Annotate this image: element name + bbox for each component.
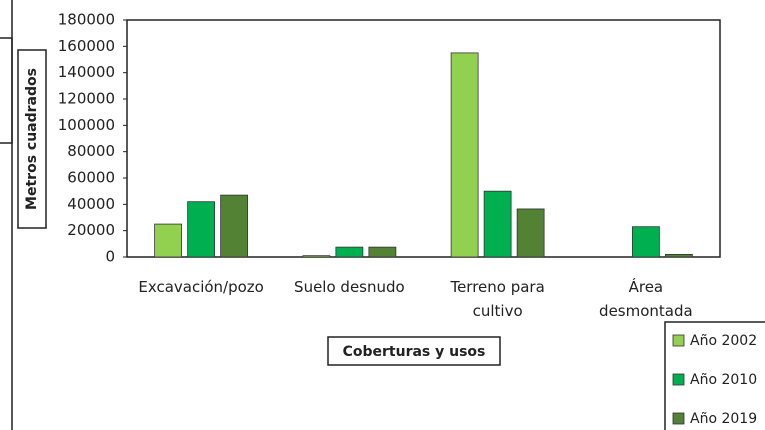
bar <box>516 208 545 258</box>
bar <box>187 201 216 258</box>
bar <box>335 246 364 258</box>
plot-frame <box>126 19 721 258</box>
legend-label: Año 2010 <box>690 372 757 388</box>
y-tick-label: 0 <box>105 248 115 266</box>
bar <box>450 52 479 258</box>
x-label-box <box>327 336 501 366</box>
cut-box <box>0 37 13 144</box>
legend-swatch <box>672 373 685 386</box>
legend-label: Año 2019 <box>690 411 757 427</box>
bar <box>302 255 331 258</box>
legend-swatch <box>672 412 685 425</box>
y-tick-label: 140000 <box>58 63 115 81</box>
y-tick-label: 60000 <box>67 169 115 187</box>
y-tick-label: 20000 <box>67 221 115 239</box>
y-tick-label: 160000 <box>58 37 115 55</box>
bar <box>220 194 249 258</box>
legend-swatch <box>672 334 685 347</box>
bar <box>664 253 693 258</box>
legend-label: Año 2002 <box>690 333 757 349</box>
bar <box>368 246 397 258</box>
y-label-box <box>17 49 47 229</box>
y-tick-label: 80000 <box>67 142 115 160</box>
y-tick-label: 100000 <box>58 116 115 134</box>
y-tick-label: 120000 <box>58 90 115 108</box>
x-tick-label: Suelo desnudo <box>294 278 405 296</box>
bar <box>631 226 660 258</box>
x-axis-label: Coberturas y usos <box>343 344 486 360</box>
bar <box>483 190 512 258</box>
legend-box <box>664 321 765 430</box>
bar <box>154 223 183 258</box>
y-tick-label: 180000 <box>58 11 115 29</box>
y-tick-label: 40000 <box>67 195 115 213</box>
x-tick-label: Terreno para cultivo <box>449 278 544 320</box>
x-tick-label: Área desmontada <box>599 277 693 320</box>
y-axis-label: Metros cuadrados <box>24 68 40 210</box>
x-tick-label: Excavación/pozo <box>138 278 264 296</box>
